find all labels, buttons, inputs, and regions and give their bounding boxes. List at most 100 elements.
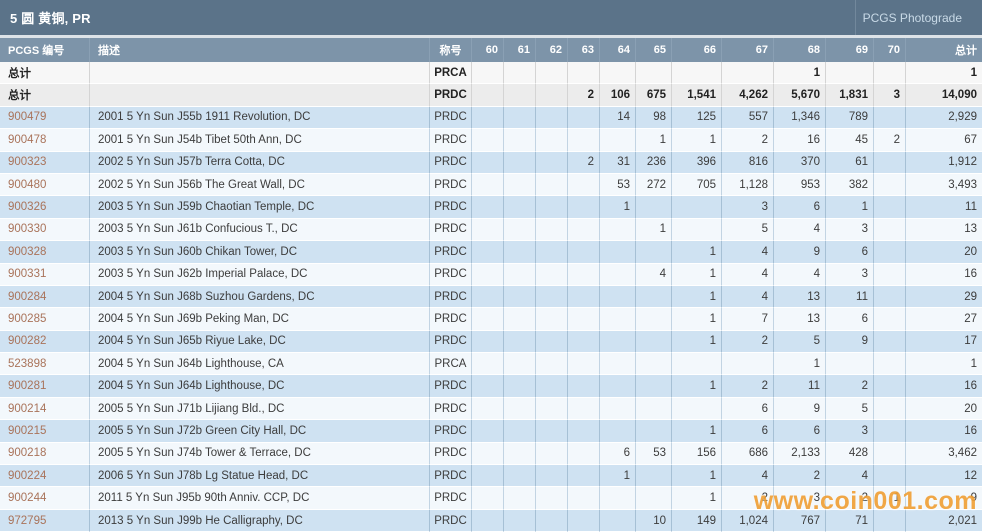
grade-68-cell: 9 <box>774 241 826 264</box>
pcgs-id-link[interactable]: 900478 <box>8 133 47 146</box>
grade-70-cell: 3 <box>874 84 906 107</box>
pcgs-id-link[interactable]: 900285 <box>8 312 47 325</box>
total-cell: 16 <box>906 263 982 286</box>
description-cell: 2001 5 Yn Sun J54b Tibet 50th Ann, DC <box>90 129 430 152</box>
grade-69-cell: 71 <box>826 509 874 532</box>
grade-70-cell <box>874 330 906 354</box>
grade-70-cell <box>874 420 906 443</box>
grade-64-cell <box>600 330 636 354</box>
grade-68-cell: 953 <box>774 173 826 197</box>
grade-67-cell: 557 <box>722 106 774 130</box>
grade-64-cell <box>600 509 636 532</box>
grade-64-cell: 14 <box>600 106 636 130</box>
grade-68-cell: 1,346 <box>774 106 826 130</box>
column-header-grade-65: 65 <box>636 38 672 62</box>
grade-64-cell <box>600 285 636 309</box>
pcgs-id-link[interactable]: 900215 <box>8 424 47 437</box>
pcgs-id-cell: 900323 <box>0 151 90 174</box>
pcgs-id-link[interactable]: 900282 <box>8 335 47 348</box>
grade-66-cell: 1 <box>672 285 722 309</box>
pcgs-id-cell: 900326 <box>0 196 90 219</box>
photograde-link[interactable]: PCGS Photograde <box>862 10 962 25</box>
grade-60-cell <box>472 285 504 309</box>
table-row: 900328 2003 5 Yn Sun J60b Chikan Tower, D… <box>0 241 982 264</box>
total-row: 总计 PRCA 1 1 <box>0 62 982 85</box>
grade-69-cell: 6 <box>826 308 874 331</box>
grade-67-cell: 2 <box>722 330 774 354</box>
grade-61-cell <box>504 308 536 331</box>
pcgs-id-link[interactable]: 900284 <box>8 290 47 303</box>
table-row: 900214 2005 5 Yn Sun J71b Lijiang Bld., D… <box>0 397 982 421</box>
grade-60-cell <box>472 330 504 354</box>
grade-63-cell <box>568 62 600 85</box>
description-cell <box>90 84 430 107</box>
designation-cell: PRDC <box>430 330 472 354</box>
grade-61-cell <box>504 509 536 532</box>
pcgs-id-link[interactable]: 900224 <box>8 469 47 482</box>
pcgs-id-link[interactable]: 900214 <box>8 402 47 415</box>
pcgs-id-link[interactable]: 900281 <box>8 380 47 393</box>
pcgs-id-link[interactable]: 900330 <box>8 223 47 236</box>
column-header-total: 总计 <box>906 38 982 62</box>
grade-65-cell <box>636 196 672 219</box>
table-row: 900326 2003 5 Yn Sun J59b Chaotian Temple… <box>0 196 982 219</box>
grade-67-cell: 4 <box>722 465 774 488</box>
grade-70-cell <box>874 106 906 130</box>
grade-62-cell <box>536 62 568 85</box>
grade-70-cell <box>874 173 906 197</box>
grade-66-cell: 156 <box>672 442 722 466</box>
pcgs-id-link[interactable]: 900328 <box>8 245 47 258</box>
description-cell: 2004 5 Yn Sun J68b Suzhou Gardens, DC <box>90 285 430 309</box>
pcgs-id-link[interactable]: 900479 <box>8 111 47 124</box>
grade-66-cell: 705 <box>672 173 722 197</box>
grade-69-cell: 61 <box>826 151 874 174</box>
grade-64-cell <box>600 241 636 264</box>
grade-60-cell <box>472 353 504 376</box>
column-header-grade-62: 62 <box>536 38 568 62</box>
pcgs-id-link[interactable]: 900218 <box>8 447 47 460</box>
pcgs-id-link[interactable]: 900323 <box>8 156 47 169</box>
grade-62-cell <box>536 487 568 510</box>
grade-64-cell: 106 <box>600 84 636 107</box>
grade-68-cell: 5,670 <box>774 84 826 107</box>
pcgs-id-link[interactable]: 900480 <box>8 178 47 191</box>
total-cell: 20 <box>906 241 982 264</box>
grade-63-cell <box>568 420 600 443</box>
grade-69-cell <box>826 62 874 85</box>
pcgs-id-link[interactable]: 523898 <box>8 357 47 370</box>
pcgs-id-cell: 900480 <box>0 173 90 197</box>
grade-62-cell <box>536 241 568 264</box>
grade-67-cell: 4,262 <box>722 84 774 107</box>
grade-60-cell <box>472 487 504 510</box>
grade-68-cell: 6 <box>774 420 826 443</box>
pcgs-id-link[interactable]: 900331 <box>8 268 47 281</box>
description-cell: 2005 5 Yn Sun J74b Tower & Terrace, DC <box>90 442 430 466</box>
grade-61-cell <box>504 397 536 421</box>
grade-63-cell <box>568 397 600 421</box>
grade-70-cell <box>874 218 906 242</box>
grade-67-cell: 816 <box>722 151 774 174</box>
pcgs-id-link[interactable]: 900244 <box>8 492 47 505</box>
grade-67-cell: 5 <box>722 218 774 242</box>
grade-69-cell: 382 <box>826 173 874 197</box>
grade-63-cell <box>568 330 600 354</box>
grade-61-cell <box>504 442 536 466</box>
grade-60-cell <box>472 129 504 152</box>
table-row: 900284 2004 5 Yn Sun J68b Suzhou Gardens,… <box>0 285 982 309</box>
grade-68-cell: 16 <box>774 129 826 152</box>
grade-66-cell: 1 <box>672 308 722 331</box>
grade-63-cell <box>568 375 600 398</box>
grade-65-cell: 236 <box>636 151 672 174</box>
grade-69-cell <box>826 353 874 376</box>
grade-62-cell <box>536 375 568 398</box>
grade-61-cell <box>504 129 536 152</box>
total-cell: 1 <box>906 353 982 376</box>
designation-cell: PRDC <box>430 218 472 242</box>
grade-61-cell <box>504 263 536 286</box>
pcgs-id-link[interactable]: 972795 <box>8 514 47 527</box>
grade-63-cell: 2 <box>568 151 600 174</box>
pcgs-id-link[interactable]: 900326 <box>8 201 47 214</box>
total-cell: 12 <box>906 465 982 488</box>
column-header-grade-67: 67 <box>722 38 774 62</box>
grade-62-cell <box>536 420 568 443</box>
